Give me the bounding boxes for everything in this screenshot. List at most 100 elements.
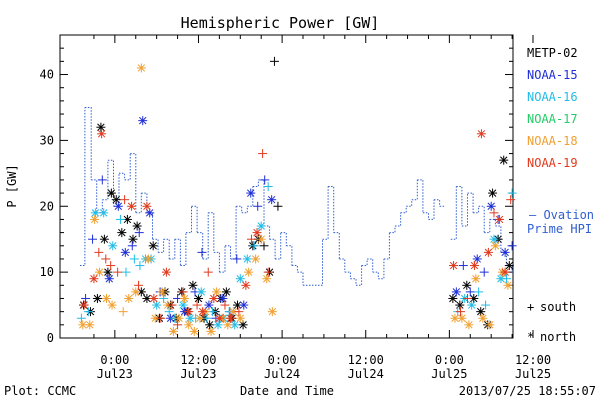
marker-stroke [263,274,271,283]
marker-stroke [257,235,265,243]
marker-stroke [186,314,194,322]
marker-stroke [179,301,187,309]
y-tick-label: 40 [40,68,54,82]
marker-stroke [257,222,265,230]
noaa-16-point [129,254,139,264]
noaa-16-point [213,320,223,330]
plot-timestamp: 2013/07/25 18:55:07 [459,384,596,398]
marker-stroke [239,321,247,329]
x-tick-date: Jul23 [180,367,216,381]
noaa-19-point [483,247,493,257]
marker-stroke [451,314,459,322]
noaa-18-point [206,326,216,336]
noaa-19-point [462,293,472,303]
marker-stroke [251,255,260,263]
metp-02-point [448,293,458,303]
noaa-15-point [267,195,277,205]
noaa-16-point [152,300,162,310]
x-tick-time: 12:00 [515,353,551,367]
noaa-16-point [121,267,131,277]
noaa-18-point [503,280,513,290]
noaa-19-point [469,261,479,271]
marker-stroke [184,321,193,329]
metp-02-point [122,214,132,224]
noaa-19-point [101,254,111,264]
noaa-15-point [81,293,91,303]
marker-stroke [215,314,224,322]
y-tick-label: 0 [47,331,54,345]
marker-stroke [118,228,126,237]
noaa-19-point [94,247,104,257]
noaa-19-point [178,287,188,297]
noaa-16-point [90,208,100,218]
marker-stroke [268,307,277,316]
marker-stroke [104,268,112,276]
noaa-15-point [246,188,256,198]
noaa-18-point [490,241,500,251]
marker-stroke [190,327,199,336]
metp-02-point [273,201,283,211]
marker-stroke [109,242,117,250]
noaa-15-point [88,234,98,244]
marker-stroke [180,294,189,303]
noaa-16-point [83,307,93,317]
noaa-18-point [118,307,128,317]
marker-stroke [253,228,261,237]
x-axis: 0:00Jul2312:00Jul230:00Jul2412:00Jul240:… [93,35,551,381]
marker-stroke [501,248,509,257]
metp-02-point [148,241,158,251]
noaa-16-point [185,313,195,323]
legend: METP-02 NOAA-15 NOAA-16 NOAA-17 NOAA-18 NOAA-… [527,46,578,170]
noaa-19-point [226,313,236,323]
noaa-18-point [267,307,277,317]
x-tick-time: 12:00 [180,353,216,367]
metp-02-point [132,221,142,231]
marker-stroke [137,288,146,296]
marker-stroke [100,235,109,243]
marker-stroke [230,321,239,329]
metp-02-point [455,300,465,310]
noaa-18-point [85,320,95,330]
noaa-19-point [173,320,183,330]
noaa-19-point [127,201,137,211]
marker-stroke [477,130,486,138]
marker-stroke [244,268,253,276]
marker-legend-label-south: south [540,300,576,314]
marker-stroke [175,314,183,322]
marker-stroke [95,268,104,276]
noaa-19-point [258,149,268,159]
marker-stroke [484,248,493,257]
noaa-16-point [249,241,259,251]
metp-02-point [488,188,498,198]
noaa-19-point [161,267,171,277]
noaa-15-point [260,175,270,185]
marker-stroke [125,294,133,303]
marker-stroke [112,195,120,204]
noaa-19-point [184,307,194,317]
noaa-18-point [471,274,481,284]
x-tick-date: Jul24 [264,367,300,381]
noaa-16-point [115,214,125,224]
noaa-19-point [489,208,499,218]
ovation-legend-label: — Ovation [529,208,594,222]
x-tick-time: 0:00 [268,353,297,367]
noaa-16-point [135,261,145,271]
marker-stroke [97,130,106,138]
marker-stroke [79,321,87,329]
metp-02-point [99,234,109,244]
x-axis-label: Date and Time [240,384,334,398]
noaa-15-point [113,201,123,211]
marker-stroke [214,321,222,329]
noaa-15-point [232,254,242,264]
metp-02-point [96,122,106,132]
marker-stroke [479,314,487,322]
legend-item-metp-02: METP-02 [527,46,578,60]
marker-stroke [210,294,218,303]
x-tick-date: Jul25 [515,367,551,381]
marker-stroke [243,255,251,263]
marker-stroke [162,268,171,276]
marker-stroke [196,314,204,322]
marker-stroke [452,288,461,296]
noaa-19-point [142,201,152,211]
noaa-15-point [500,247,510,257]
